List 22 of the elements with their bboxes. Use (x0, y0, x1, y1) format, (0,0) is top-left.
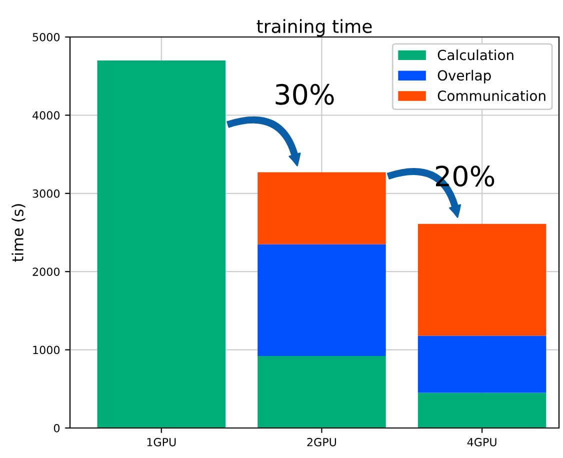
bar (258, 244, 386, 356)
x-tick-label: 2GPU (307, 438, 336, 446)
bar (418, 336, 546, 393)
x-tick-label: 4GPU (467, 438, 496, 446)
x-tick-label: 1GPU (147, 438, 176, 446)
bar (418, 224, 546, 336)
bar (418, 392, 546, 428)
y-tick-label: 3000 (32, 189, 60, 198)
bar (97, 60, 226, 428)
legend-label: Communication (438, 90, 546, 102)
legend-label: Calculation (438, 50, 514, 60)
y-tick-label: 2000 (32, 268, 60, 276)
y-tick-label: 4000 (32, 111, 60, 120)
y-axis-title: time (s) (12, 204, 26, 262)
y-tick-label: 5000 (32, 32, 60, 42)
bar (258, 356, 386, 428)
legend-label: Overlap (438, 70, 491, 84)
annotation: 30% (276, 84, 334, 105)
chart-title: training time (256, 19, 372, 37)
annotation: 20% (436, 166, 494, 187)
y-tick-label: 0 (54, 424, 60, 432)
y-tick-label: 1000 (33, 346, 60, 354)
